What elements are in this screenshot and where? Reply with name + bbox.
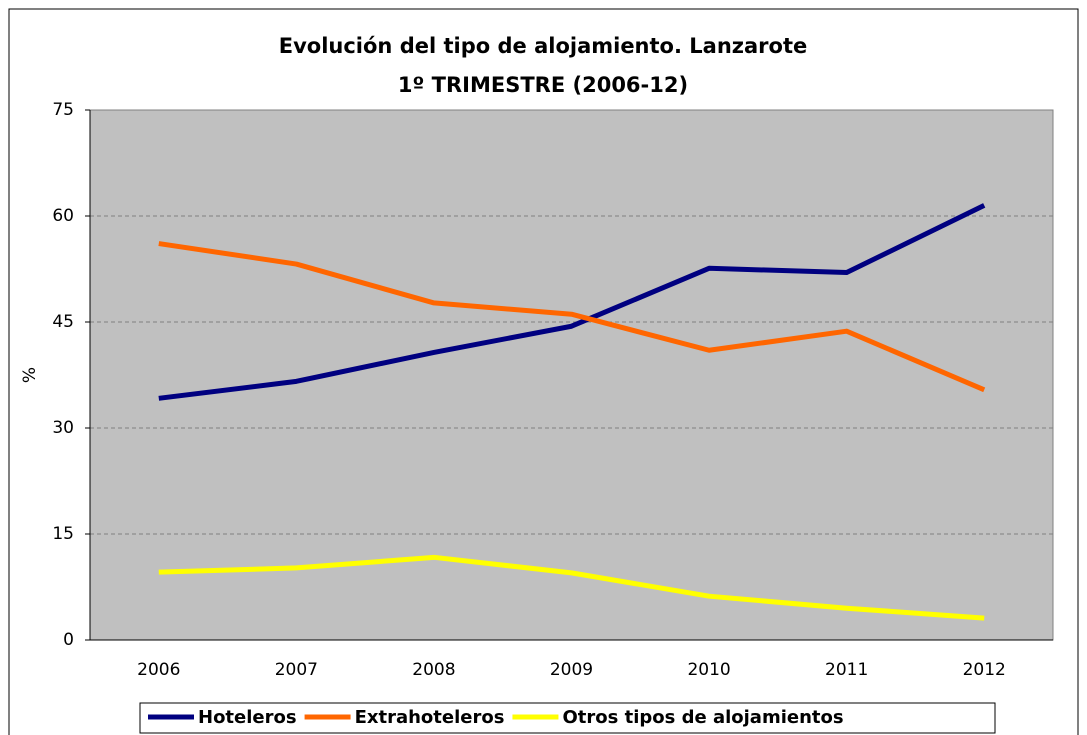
- line-series: [158, 241, 986, 393]
- y-axis-label: %: [20, 367, 40, 383]
- x-tick-label: 2008: [412, 660, 455, 680]
- legend-label: Otros tipos de alojamientos: [562, 707, 843, 728]
- line-series: [158, 203, 986, 401]
- y-tick-label: 75: [52, 100, 74, 120]
- y-tick-label: 45: [52, 312, 74, 332]
- chart-subtitle: 1º TRIMESTRE (2006-12): [398, 73, 688, 97]
- y-tick-label: 15: [52, 524, 74, 544]
- x-tick-label: 2010: [687, 660, 730, 680]
- chart-title: Evolución del tipo de alojamiento. Lanza…: [279, 34, 807, 58]
- x-tick-label: 2009: [550, 660, 593, 680]
- legend-box: [139, 702, 996, 734]
- x-tick-label: 2007: [275, 660, 318, 680]
- y-tick-label: 60: [52, 206, 74, 226]
- y-tick-label: 0: [63, 630, 74, 650]
- x-tick-label: 2011: [825, 660, 868, 680]
- legend-label: Hoteleros: [198, 707, 297, 728]
- plot-area: [89, 109, 1054, 641]
- y-tick-label: 30: [52, 418, 74, 438]
- x-tick-label: 2006: [137, 660, 180, 680]
- line-series: [158, 554, 985, 621]
- x-tick-label: 2012: [963, 660, 1006, 680]
- legend-label: Extrahoteleros: [355, 707, 505, 728]
